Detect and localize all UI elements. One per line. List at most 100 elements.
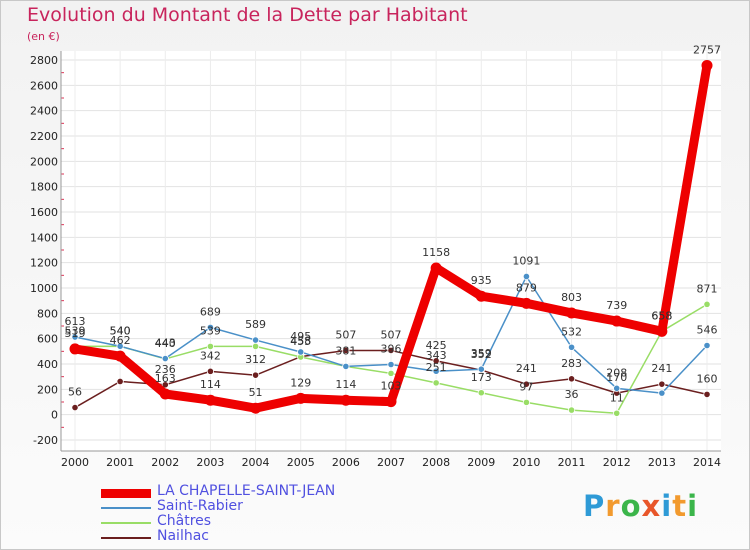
data-point <box>567 406 576 414</box>
legend-swatch <box>101 488 151 498</box>
y-tick-label: 1000 <box>30 282 58 295</box>
data-label: 56 <box>68 386 82 399</box>
data-label: 879 <box>516 281 537 294</box>
data-point <box>432 379 440 387</box>
data-point <box>522 398 531 406</box>
data-point <box>297 348 305 356</box>
data-label: 241 <box>516 362 537 375</box>
data-point <box>159 388 171 400</box>
data-label: 507 <box>335 328 356 341</box>
legend-swatch <box>101 507 151 509</box>
legend-label: Nailhac <box>157 528 209 544</box>
data-label: 507 <box>381 328 402 341</box>
x-tick-label: 2006 <box>332 456 360 469</box>
data-label: 658 <box>651 309 672 322</box>
data-label: 103 <box>381 380 402 393</box>
data-label: 359 <box>471 347 492 360</box>
x-tick-label: 2000 <box>61 456 89 469</box>
data-label: 546 <box>697 324 718 337</box>
data-label: 352 <box>471 348 492 361</box>
y-tick-label: 2000 <box>30 155 58 168</box>
data-label: 1158 <box>422 246 450 259</box>
data-point <box>432 367 440 375</box>
data-point <box>251 336 260 344</box>
data-point <box>520 297 532 309</box>
logo-letter: o <box>620 489 642 523</box>
data-label: 163 <box>155 372 176 385</box>
y-tick-label: 1400 <box>30 231 58 244</box>
logo-letter: r <box>605 489 621 523</box>
data-point <box>250 402 262 414</box>
data-point <box>71 403 79 412</box>
data-label: 458 <box>290 335 311 348</box>
data-point <box>658 380 666 388</box>
data-label: 208 <box>606 366 627 379</box>
x-tick-label: 2002 <box>151 456 179 469</box>
data-point <box>69 343 81 355</box>
data-label: 871 <box>697 282 718 295</box>
data-label: 532 <box>561 325 582 338</box>
data-point <box>116 377 124 386</box>
data-point <box>477 389 485 397</box>
data-label: 396 <box>381 343 402 356</box>
data-point <box>522 272 531 281</box>
x-tick-label: 2001 <box>106 456 134 469</box>
data-point <box>206 367 215 375</box>
data-label: 251 <box>426 361 447 374</box>
data-label: 342 <box>200 349 221 362</box>
y-tick-label: 1200 <box>30 257 58 270</box>
y-tick-label: 600 <box>37 333 58 346</box>
data-label: 114 <box>200 378 221 391</box>
data-point <box>613 384 621 392</box>
x-tick-label: 2012 <box>603 456 631 469</box>
proxiti-logo: Proxiti <box>583 489 698 523</box>
data-label: 540 <box>110 324 131 337</box>
data-point <box>206 323 215 331</box>
data-label: 2757 <box>693 43 721 56</box>
data-point <box>204 394 216 406</box>
data-label: 97 <box>519 380 533 393</box>
y-tick-label: 200 <box>37 383 58 396</box>
x-tick-label: 2007 <box>377 456 405 469</box>
data-label: 425 <box>426 339 447 352</box>
data-label: 36 <box>565 388 579 401</box>
data-label: 129 <box>290 376 311 389</box>
data-point <box>387 346 395 355</box>
data-label: 440 <box>155 337 176 350</box>
data-label: 236 <box>155 363 176 376</box>
data-point <box>385 396 397 408</box>
data-point <box>477 365 485 373</box>
y-axis-unit: (en €) <box>27 30 60 43</box>
chart-title: Evolution du Montant de la Dette par Hab… <box>27 4 468 26</box>
y-tick-label: -200 <box>33 434 58 447</box>
data-point <box>701 59 713 71</box>
data-point <box>206 342 215 350</box>
data-point <box>342 346 350 355</box>
data-label: 11 <box>610 391 624 404</box>
data-point <box>114 350 126 362</box>
data-label: 589 <box>245 318 266 331</box>
data-point <box>251 371 260 379</box>
data-label: 935 <box>471 274 492 287</box>
x-tick-label: 2014 <box>693 456 721 469</box>
data-label: 658 <box>651 309 672 322</box>
data-label: 539 <box>65 324 86 337</box>
legend-label: Châtres <box>157 513 212 529</box>
data-label: 241 <box>651 362 672 375</box>
logo-letter: P <box>583 489 606 523</box>
legend-label: LA CHAPELLE-SAINT-JEAN <box>157 483 336 499</box>
data-label: 539 <box>200 324 221 337</box>
data-point <box>658 389 666 397</box>
data-point <box>116 342 124 350</box>
data-point <box>567 375 576 383</box>
x-tick-label: 2004 <box>242 456 270 469</box>
data-point <box>295 392 307 404</box>
data-label: 381 <box>335 344 356 357</box>
data-point <box>71 333 79 341</box>
data-point <box>251 342 260 350</box>
legend-swatch <box>101 522 151 524</box>
data-label: 540 <box>110 324 131 337</box>
x-tick-label: 2003 <box>196 456 224 469</box>
data-point <box>161 381 169 389</box>
